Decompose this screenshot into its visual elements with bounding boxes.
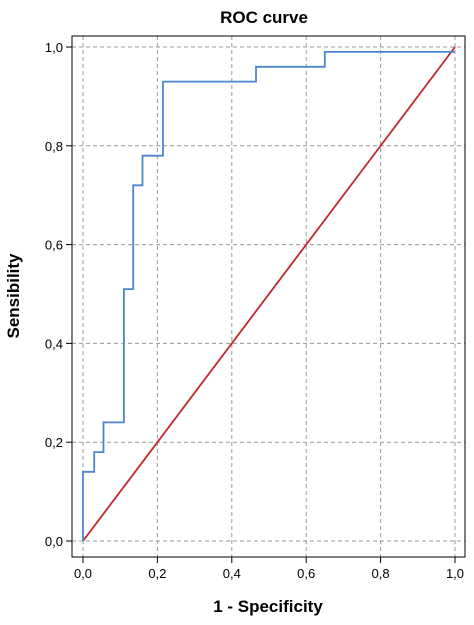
chart-title: ROC curve	[220, 8, 308, 27]
ticks	[66, 46, 456, 563]
x-tick-label: 1,0	[446, 566, 464, 581]
plot-frame	[71, 35, 466, 558]
y-tick-label: 0,4	[45, 336, 63, 351]
grid	[72, 36, 465, 557]
y-tick-label: 0,2	[45, 435, 63, 450]
y-axis-label: Sensibility	[4, 253, 23, 339]
roc-curve-line	[82, 51, 455, 541]
reference-diagonal-line	[82, 46, 456, 542]
y-tick-label: 0,8	[45, 139, 63, 154]
series-group	[82, 46, 456, 542]
x-tick-labels: 0,0 0,2 0,4 0,6 0,8 1,0	[74, 566, 464, 581]
y-tick-label: 0,6	[45, 238, 63, 253]
x-tick-label: 0,0	[74, 566, 92, 581]
y-tick-labels: 0,0 0,2 0,4 0,6 0,8 1,0	[45, 40, 63, 549]
x-tick-label: 0,8	[372, 566, 390, 581]
y-tick-label: 0,0	[45, 534, 63, 549]
x-tick-label: 0,4	[223, 566, 241, 581]
x-tick-label: 0,2	[148, 566, 166, 581]
x-axis-label: 1 - Specificity	[213, 597, 323, 616]
x-tick-label: 0,6	[297, 566, 315, 581]
y-tick-label: 1,0	[45, 40, 63, 55]
